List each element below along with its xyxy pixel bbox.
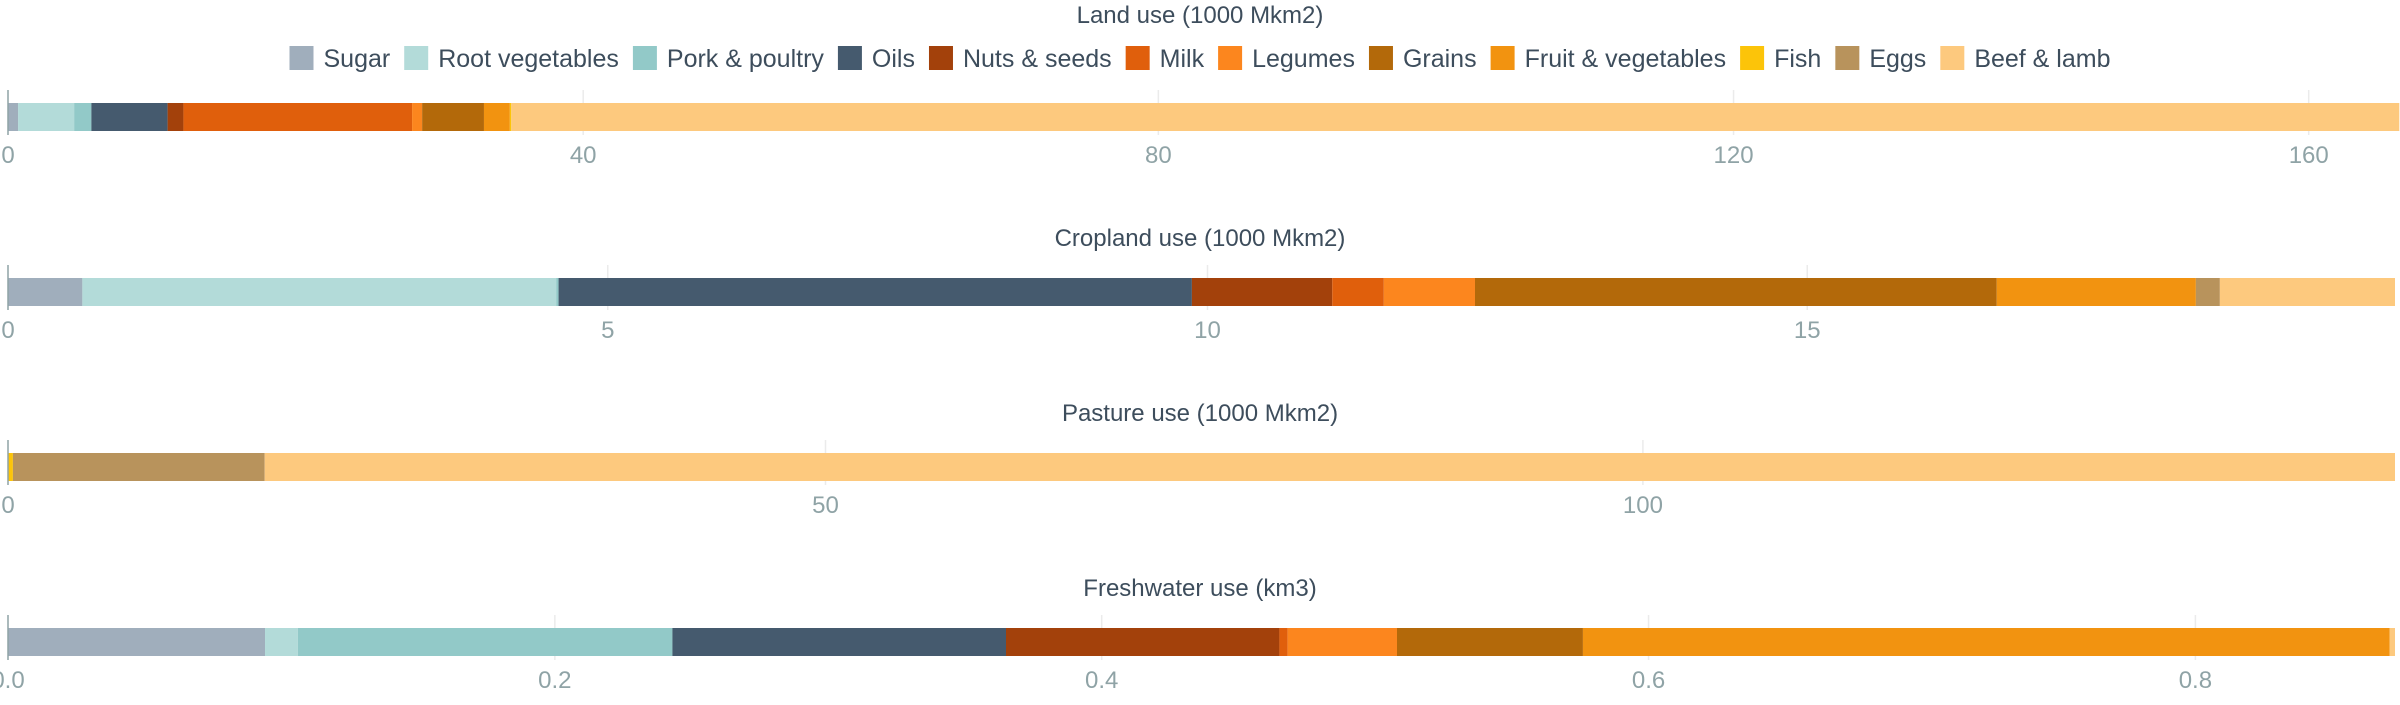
- panel-title-pasture-use: Pasture use (1000 Mkm2): [1062, 400, 1338, 427]
- tick-label-freshwater-use-1: 0.2: [538, 667, 571, 694]
- tick-label-land-use-0: 0: [1, 142, 14, 169]
- bar-land-use-sugar: [8, 103, 19, 131]
- legend-label-fruit-and-vegetables: Fruit & vegetables: [1525, 45, 1727, 73]
- legend-swatch-eggs: [1835, 46, 1860, 70]
- bar-land-use-fruit-and-vegetables: [483, 103, 510, 131]
- bar-cropland-use-pork-and-poultry: [556, 278, 559, 306]
- panel-title-freshwater-use: Freshwater use (km3): [1083, 575, 1316, 602]
- legend-swatch-root-vegetables: [404, 46, 429, 70]
- bar-cropland-use-grains: [1474, 278, 1997, 306]
- bar-freshwater-use-grains: [1396, 628, 1583, 656]
- tick-label-cropland-use-2: 10: [1194, 317, 1221, 344]
- legend-label-root-vegetables: Root vegetables: [438, 45, 619, 73]
- tick-label-freshwater-use-3: 0.6: [1632, 667, 1665, 694]
- legend-swatch-sugar: [289, 46, 314, 70]
- bar-cropland-use-nuts-and-seeds: [1191, 278, 1333, 306]
- legend-label-nuts-and-seeds: Nuts & seeds: [963, 45, 1112, 73]
- tick-label-land-use-4: 160: [2289, 142, 2329, 169]
- bar-freshwater-use-fruit-and-vegetables: [1582, 628, 2390, 656]
- bar-cropland-use-beef-and-lamb: [2219, 278, 2395, 306]
- bar-land-use-fish: [509, 103, 512, 131]
- tick-label-freshwater-use-2: 0.4: [1085, 667, 1118, 694]
- tick-label-cropland-use-0: 0: [1, 317, 14, 344]
- tick-label-land-use-1: 40: [570, 142, 597, 169]
- tick-label-freshwater-use-0: 0.0: [0, 667, 25, 694]
- legend-swatch-beef-and-lamb: [1940, 46, 1965, 70]
- bar-pasture-use-fish: [8, 453, 13, 481]
- legend-label-pork-and-poultry: Pork & poultry: [667, 45, 825, 73]
- bar-pasture-use-eggs: [12, 453, 265, 481]
- tick-label-cropland-use-1: 5: [601, 317, 614, 344]
- legend-label-oils: Oils: [872, 45, 915, 73]
- bar-land-use-milk: [183, 103, 413, 131]
- bar-freshwater-use-pork-and-poultry: [297, 628, 673, 656]
- legend-swatch-fish: [1740, 46, 1765, 70]
- tick-label-freshwater-use-4: 0.8: [2179, 667, 2212, 694]
- bar-land-use-nuts-and-seeds: [167, 103, 184, 131]
- bar-freshwater-use-nuts-and-seeds: [1006, 628, 1280, 656]
- bar-freshwater-use-milk: [1279, 628, 1288, 656]
- legend-swatch-legumes: [1218, 46, 1243, 70]
- legend-label-legumes: Legumes: [1252, 45, 1355, 73]
- bar-cropland-use-fruit-and-vegetables: [1996, 278, 2196, 306]
- legend-label-eggs: Eggs: [1869, 45, 1926, 73]
- legend-swatch-pork-and-poultry: [632, 46, 657, 70]
- bar-cropland-use-milk: [1332, 278, 1384, 306]
- bar-cropland-use-oils: [558, 278, 1192, 306]
- bar-freshwater-use-oils: [672, 628, 1007, 656]
- bar-cropland-use-sugar: [8, 278, 83, 306]
- tick-label-land-use-3: 120: [1714, 142, 1754, 169]
- bar-freshwater-use-root-vegetables: [265, 628, 298, 656]
- legend-swatch-fruit-and-vegetables: [1490, 46, 1515, 70]
- bar-land-use-pork-and-poultry: [74, 103, 92, 131]
- legend-swatch-milk: [1125, 46, 1150, 70]
- tick-label-pasture-use-2: 100: [1623, 492, 1663, 519]
- bar-land-use-root-vegetables: [18, 103, 75, 131]
- legend-label-fish: Fish: [1774, 45, 1821, 73]
- legend-swatch-oils: [837, 46, 862, 70]
- tick-label-pasture-use-1: 50: [812, 492, 839, 519]
- tick-label-land-use-2: 80: [1145, 142, 1172, 169]
- bar-land-use-oils: [91, 103, 168, 131]
- bar-land-use-legumes: [412, 103, 423, 131]
- panel-title-cropland-use: Cropland use (1000 Mkm2): [1055, 225, 1346, 252]
- bar-pasture-use-beef-and-lamb: [264, 453, 2395, 481]
- tick-label-cropland-use-3: 15: [1794, 317, 1821, 344]
- legend-label-beef-and-lamb: Beef & lamb: [1974, 45, 2110, 73]
- legend-label-milk: Milk: [1160, 45, 1205, 73]
- legend-swatch-nuts-and-seeds: [928, 46, 953, 70]
- bar-land-use-beef-and-lamb: [511, 103, 2400, 131]
- bar-freshwater-use-sugar: [8, 628, 266, 656]
- legend-label-grains: Grains: [1403, 45, 1477, 73]
- bar-land-use-grains: [422, 103, 484, 131]
- bar-cropland-use-legumes: [1383, 278, 1475, 306]
- bar-cropland-use-root-vegetables: [82, 278, 557, 306]
- bar-freshwater-use-legumes: [1287, 628, 1397, 656]
- legend-swatch-grains: [1368, 46, 1393, 70]
- bar-freshwater-use-beef-and-lamb: [2389, 628, 2395, 656]
- panel-title-land-use: Land use (1000 Mkm2): [1077, 2, 1324, 29]
- tick-label-pasture-use-0: 0: [1, 492, 14, 519]
- bar-cropland-use-eggs: [2195, 278, 2220, 306]
- legend-label-sugar: Sugar: [323, 45, 390, 73]
